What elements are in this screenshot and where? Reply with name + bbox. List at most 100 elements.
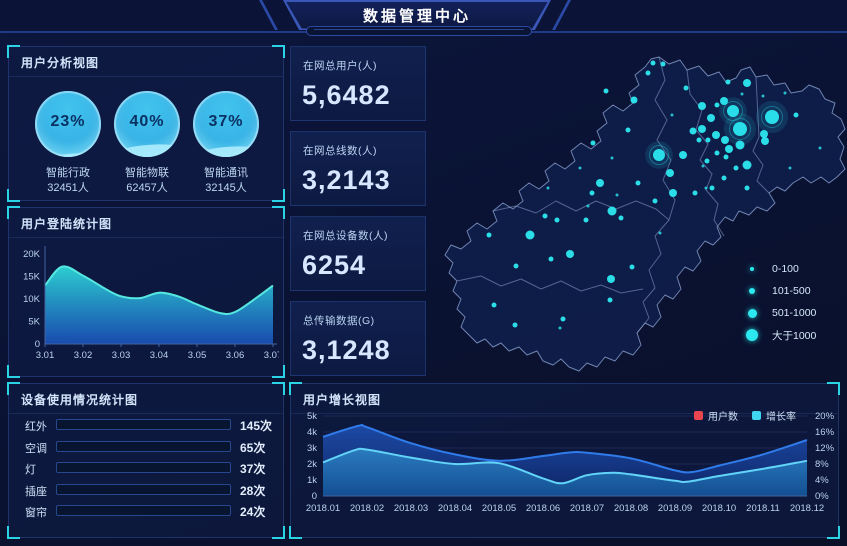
svg-text:0%: 0% <box>815 491 829 502</box>
corner-bracket-icon <box>7 365 20 378</box>
svg-text:2018.05: 2018.05 <box>482 503 516 514</box>
svg-text:12%: 12% <box>815 443 835 454</box>
svg-text:2018.04: 2018.04 <box>438 503 472 514</box>
stat-value: 6254 <box>302 250 367 280</box>
legend-dot-icon <box>749 288 755 294</box>
svg-text:15K: 15K <box>23 272 41 283</box>
legend-label: 大于1000 <box>772 329 817 342</box>
svg-text:3.07: 3.07 <box>264 350 279 361</box>
device-label: 插座 <box>25 485 47 498</box>
gauge-value: 32451人 <box>47 182 89 194</box>
corner-bracket-icon <box>272 206 285 219</box>
stat-value: 5,6482 <box>302 80 391 110</box>
corner-bracket-icon <box>272 189 285 202</box>
gauge-percent: 23% <box>50 113 86 130</box>
header-left-slash-decor <box>259 0 278 30</box>
corner-bracket-icon <box>7 189 20 202</box>
map-legend-item: 大于1000 <box>746 324 816 346</box>
liquid-gauge-circle: 37% <box>193 91 259 157</box>
device-row: 灯 37次 <box>9 460 283 476</box>
device-label: 窗帘 <box>25 507 47 519</box>
legend-marker-growth <box>752 411 761 420</box>
svg-text:2018.07: 2018.07 <box>570 503 604 514</box>
device-value: 28次 <box>240 483 266 498</box>
device-row: 空调 65次 <box>9 439 283 455</box>
corner-bracket-icon <box>272 382 285 395</box>
svg-text:10K: 10K <box>23 294 41 305</box>
panel-title: 设备使用情况统计图 <box>9 384 283 414</box>
device-row: 插座 28次 <box>9 482 283 498</box>
svg-text:8%: 8% <box>815 459 829 470</box>
stat-value: 3,2143 <box>302 165 391 195</box>
map-legend-item: 0-100 <box>746 258 816 280</box>
stat-card-total-lines: 在网总线数(人) 3,2143 <box>290 131 426 206</box>
header-bar: 数据管理中心 <box>0 0 847 36</box>
gauge-percent: 40% <box>129 113 165 130</box>
svg-text:3.01: 3.01 <box>36 350 55 361</box>
gauge-label: 智能通讯 <box>204 167 248 179</box>
device-track <box>56 505 231 516</box>
gauge-label: 智能行政 <box>46 167 90 179</box>
svg-text:4%: 4% <box>815 475 829 486</box>
corner-bracket-icon <box>289 382 302 395</box>
corner-bracket-icon <box>7 45 20 58</box>
header-underline-decor <box>306 26 532 36</box>
svg-text:20%: 20% <box>815 411 835 422</box>
map-inner-boundary <box>636 219 670 334</box>
device-track <box>56 483 231 495</box>
page-title: 数据管理中心 <box>362 7 471 25</box>
legend-dot-icon <box>746 329 758 341</box>
corner-bracket-icon <box>7 382 20 395</box>
svg-text:2018.06: 2018.06 <box>526 503 560 514</box>
stat-card-total-users: 在网总用户(人) 5,6482 <box>290 46 426 121</box>
map-outline <box>444 56 846 372</box>
stat-label: 在网总设备数(人) <box>303 230 388 242</box>
svg-text:2018.03: 2018.03 <box>394 503 428 514</box>
liquid-gauge-circle: 40% <box>114 91 180 157</box>
corner-bracket-icon <box>272 365 285 378</box>
growth-chart-legend: 用户数 增长率 <box>694 408 796 423</box>
legend-label: 0-100 <box>772 263 799 275</box>
device-track <box>56 462 231 473</box>
legend-item-growth[interactable]: 增长率 <box>752 408 796 423</box>
gauge-iot: 40% 智能物联 62457人 <box>105 91 189 196</box>
map-legend-item: 101-500 <box>746 280 816 302</box>
corner-bracket-icon <box>7 206 20 219</box>
header-right-slash-decor <box>552 0 571 30</box>
map-legend-item: 501-1000 <box>746 302 816 324</box>
panel-device-usage: 设备使用情况统计图 红外 145次 空调 65次灯 37次 插座 28次 窗帘 24次 <box>7 382 285 539</box>
svg-text:3.05: 3.05 <box>188 350 207 361</box>
stat-label: 总传输数据(G) <box>303 315 375 327</box>
svg-text:5K: 5K <box>28 317 40 328</box>
svg-text:2018.10: 2018.10 <box>702 503 736 514</box>
stat-label: 在网总用户(人) <box>303 60 377 72</box>
map-inner-boundary <box>492 200 670 221</box>
device-value: 37次 <box>240 462 266 476</box>
svg-text:20K: 20K <box>23 249 41 260</box>
device-label: 空调 <box>25 442 47 455</box>
device-track <box>56 440 231 452</box>
legend-label: 增长率 <box>766 412 796 423</box>
legend-label: 用户数 <box>708 412 738 423</box>
legend-label: 101-500 <box>772 285 811 297</box>
svg-text:2018.11: 2018.11 <box>746 503 780 514</box>
svg-text:2018.01: 2018.01 <box>306 503 340 514</box>
stat-label: 在网总线数(人) <box>303 145 377 157</box>
legend-item-users[interactable]: 用户数 <box>694 408 738 423</box>
login-area-chart: 0 5K 10K 15K 20K 3.01 3.02 3.03 3.04 3.05 3.06 3.07 <box>23 246 279 361</box>
svg-text:5k: 5k <box>307 411 317 422</box>
gauge-percent: 37% <box>208 113 244 130</box>
legend-dot-icon <box>750 267 754 271</box>
svg-text:4k: 4k <box>307 427 317 438</box>
legend-label: 501-1000 <box>772 307 817 319</box>
svg-text:1k: 1k <box>307 475 317 486</box>
header-title-plate: 数据管理中心 <box>283 0 551 30</box>
legend-dot-icon <box>747 308 757 318</box>
legend-marker-users <box>694 411 703 420</box>
device-row: 窗帘 24次 <box>9 503 283 519</box>
panel-user-analysis: 用户分析视图 23% 智能行政 32451人 40% 智能物联 62457人 3… <box>7 45 285 202</box>
device-value: 145次 <box>240 419 273 433</box>
stat-card-total-devices: 在网总设备数(人) 6254 <box>290 216 426 291</box>
device-label: 灯 <box>25 464 36 476</box>
